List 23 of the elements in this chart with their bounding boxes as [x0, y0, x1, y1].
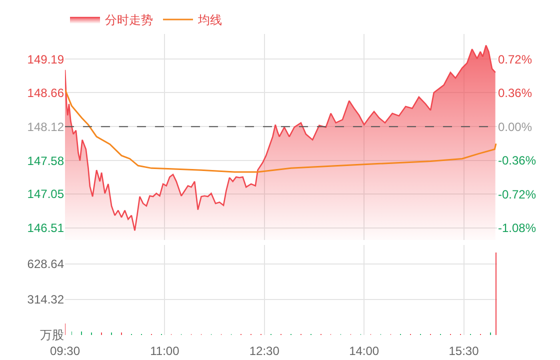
y2-tick-label: -0.72%	[498, 187, 536, 202]
y-tick-label: 146.51	[27, 221, 64, 236]
y-tick-label: 147.05	[27, 187, 64, 202]
line-series	[65, 88, 497, 173]
legend-label: 均线	[197, 13, 222, 28]
y2-tick-label: 0.00%	[498, 120, 532, 134]
x-tick-label: 12:30	[249, 344, 280, 358]
y-tick-label: 148.66	[27, 86, 64, 100]
legend-label: 分时走势	[105, 13, 153, 28]
y2-tick-label: 0.72%	[498, 52, 532, 66]
x-tick-label: 11:00	[150, 344, 180, 358]
x-tick-label: 09:30	[50, 344, 80, 358]
y2-tick-label: -1.08%	[498, 221, 536, 236]
y-tick-label: 147.58	[27, 154, 64, 168]
y-tick-label: 149.19	[27, 52, 64, 66]
y-tick-label: 314.32	[27, 292, 64, 307]
y2-tick-label: -0.36%	[498, 154, 536, 168]
x-tick-label: 15:30	[448, 344, 480, 358]
y2-tick-label: 0.36%	[498, 86, 532, 100]
y-tick-label: 148.12	[27, 120, 64, 134]
y-tick-label: 万股	[40, 328, 64, 342]
y-tick-label: 628.64	[27, 257, 64, 272]
x-tick-label: 14:00	[349, 344, 380, 358]
